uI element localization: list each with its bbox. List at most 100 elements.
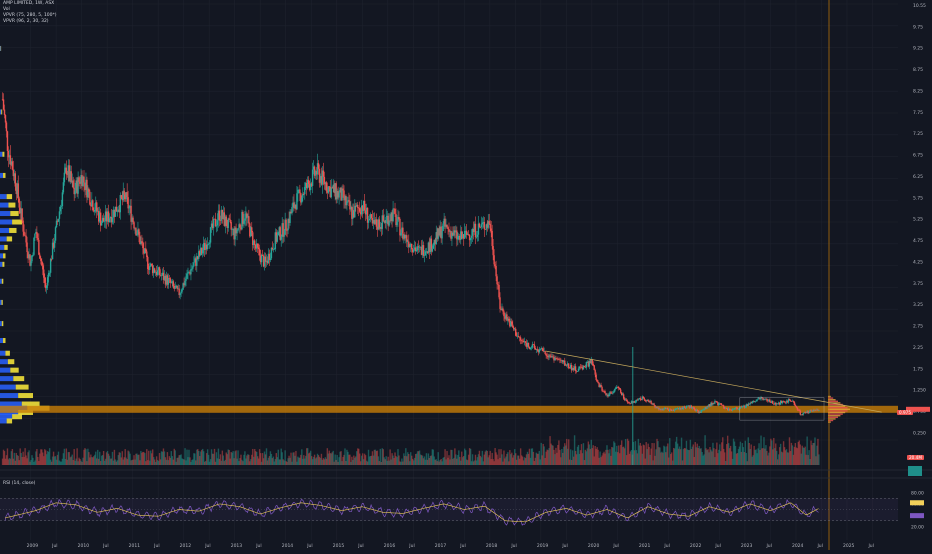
candle-body-up	[60, 207, 61, 212]
candle-body-down	[490, 228, 491, 230]
candle-body-up	[612, 393, 613, 394]
time-axis-tick: 2011	[129, 543, 141, 549]
candle-body-down	[499, 297, 500, 309]
candle-body-up	[48, 273, 49, 277]
candle-body-up	[700, 410, 701, 413]
candle-body-down	[72, 180, 73, 187]
candle-body-down	[147, 257, 148, 269]
candle-body-up	[243, 221, 244, 224]
candle-body-down	[229, 220, 230, 223]
candle-body-down	[42, 265, 43, 269]
candle-body-down	[170, 278, 171, 283]
candle-body-up	[481, 224, 482, 227]
candle-body-up	[396, 222, 397, 225]
candle-body-down	[142, 243, 143, 248]
candle-body-down	[358, 208, 359, 209]
candle-body-down	[12, 161, 13, 169]
candle-body-down	[491, 231, 492, 246]
candle-body-up	[58, 219, 59, 222]
time-axis-tick: 2024	[792, 543, 804, 549]
candle-body-down	[670, 410, 671, 411]
candle-body-down	[7, 131, 8, 151]
time-axis-tick: Jul	[459, 543, 465, 549]
candle-body-down	[737, 408, 738, 409]
candle-body-down	[667, 408, 668, 409]
candle-body-down	[342, 189, 343, 191]
candle-body-up	[168, 278, 169, 285]
candle-body-down	[254, 240, 255, 245]
time-axis-tick: Jul	[153, 543, 159, 549]
candle-body-down	[684, 407, 685, 408]
time-axis-tick: 2013	[231, 543, 243, 549]
candle-body-down	[552, 356, 553, 357]
right-profile-bar	[828, 401, 838, 402]
candle-body-down	[594, 370, 595, 375]
candle-body-down	[376, 219, 377, 226]
candle-body-up	[464, 231, 465, 239]
time-axis-tick: 2009	[27, 543, 39, 549]
candle-body-down	[512, 325, 513, 328]
rsi-axis-tick: 20.00	[911, 524, 924, 530]
price-axis-tick: 7.25	[913, 131, 923, 137]
time-axis-tick: 2021	[639, 543, 651, 549]
candle-body-down	[537, 349, 538, 350]
candle-body-down	[789, 399, 790, 400]
candle-body-up	[754, 401, 755, 402]
price-axis-tick: 10.55	[913, 3, 926, 9]
candle-body-down	[25, 236, 26, 243]
candle-body-up	[586, 362, 587, 367]
oscillator-badge	[908, 466, 922, 476]
candle-body-down	[645, 400, 646, 401]
candle-body-down	[371, 214, 372, 218]
candle-body-down	[623, 394, 624, 398]
candle-body-down	[489, 221, 490, 224]
candle-body-down	[519, 337, 520, 338]
candle-body-down	[484, 222, 485, 229]
candle-body-down	[650, 401, 651, 404]
candle-body-up	[244, 218, 245, 220]
candle-body-up	[354, 206, 355, 218]
candle-body-down	[600, 385, 601, 387]
candle-body-up	[808, 412, 809, 413]
rsi-value-badge	[910, 500, 924, 505]
candle-body-up	[291, 207, 292, 213]
volume-profile-bar-down	[1, 109, 2, 114]
candle-body-down	[5, 115, 6, 122]
candle-body-up	[161, 275, 162, 276]
candle-body-down	[592, 360, 593, 364]
time-axis-tick: 2010	[78, 543, 90, 549]
candle-body-down	[37, 238, 38, 240]
candle-body-up	[128, 208, 129, 209]
candle-body-down	[627, 401, 628, 402]
candle-body-up	[278, 232, 279, 235]
candle-body-down	[799, 410, 800, 411]
volume-profile-bar-down	[18, 393, 33, 398]
price-axis-tick: 6.75	[913, 153, 923, 159]
candle-body-up	[193, 262, 194, 266]
candle-body-up	[297, 190, 298, 193]
candle-body-up	[202, 250, 203, 253]
candle-body-down	[126, 192, 127, 197]
time-axis-tick: 2017	[435, 543, 447, 549]
candle-body-up	[608, 394, 609, 396]
volume-profile-bar-down	[7, 194, 12, 199]
candle-body-up	[442, 223, 443, 231]
candle-body-down	[15, 173, 16, 186]
volume-profile-bar-down	[9, 228, 16, 233]
candle-body-up	[331, 188, 332, 197]
candle-body-down	[468, 234, 469, 235]
candle-body-down	[308, 180, 309, 184]
candle-body-down	[272, 248, 273, 249]
candle-body-up	[738, 409, 739, 410]
candle-body-down	[575, 366, 576, 371]
candle-body-up	[409, 246, 410, 247]
time-axis-tick: 2014	[282, 543, 294, 549]
price-axis-tick: 9.25	[913, 46, 923, 52]
right-profile-bar	[828, 412, 845, 413]
candle-body-down	[4, 110, 5, 116]
candle-body-up	[386, 217, 387, 223]
time-axis-tick: Jul	[510, 543, 516, 549]
time-axis-tick: Jul	[612, 543, 618, 549]
